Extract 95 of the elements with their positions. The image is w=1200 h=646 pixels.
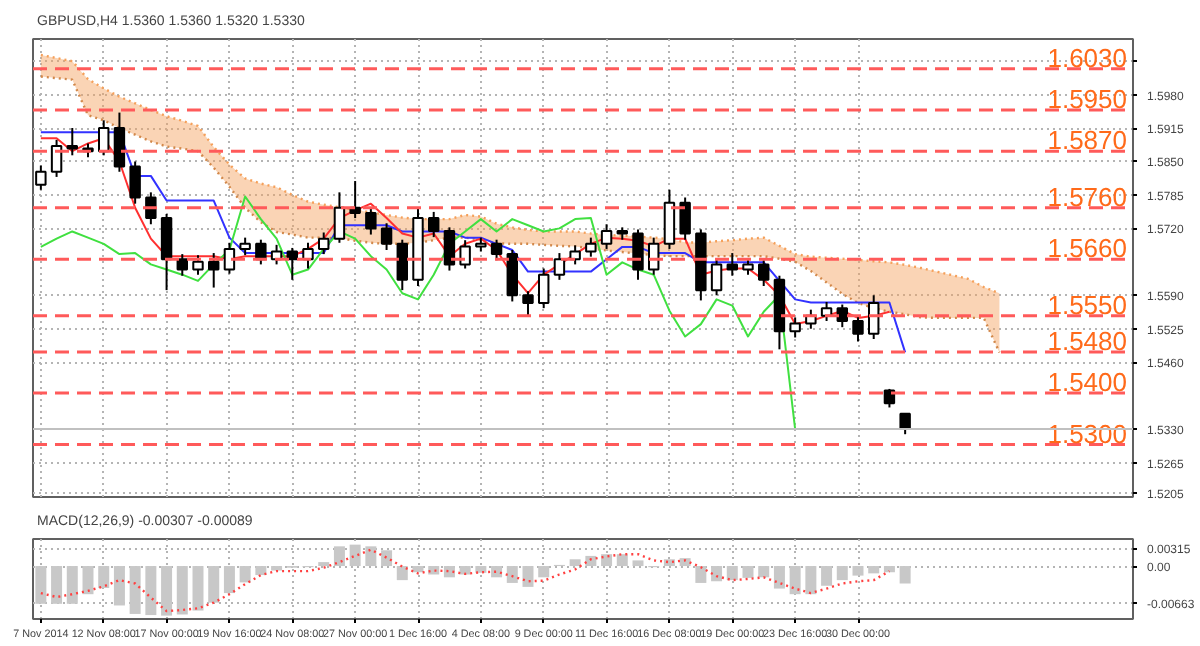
bar xyxy=(412,566,424,573)
candlestick xyxy=(365,207,377,236)
bar xyxy=(113,566,125,606)
bar xyxy=(145,566,157,616)
bar xyxy=(98,566,110,589)
candlestick xyxy=(506,248,518,303)
bar xyxy=(742,566,754,578)
bar xyxy=(789,566,801,595)
candlestick xyxy=(663,188,676,250)
bar xyxy=(129,566,141,614)
bar xyxy=(538,566,550,578)
candlestick xyxy=(710,257,723,297)
bar xyxy=(601,554,613,567)
bar xyxy=(66,566,78,604)
ref-line-label: 1.5950 xyxy=(1047,84,1128,115)
ref-line-label: 1.5760 xyxy=(1047,181,1128,212)
bar xyxy=(711,566,723,582)
bar xyxy=(773,566,785,589)
candlestick xyxy=(66,127,78,157)
bar xyxy=(899,566,911,584)
bar xyxy=(255,566,267,576)
candlestick xyxy=(632,228,644,281)
candlestick xyxy=(113,111,126,173)
candlestick xyxy=(836,303,848,329)
candlestick xyxy=(726,252,738,277)
candlestick xyxy=(679,196,691,241)
bar xyxy=(349,544,361,567)
candlestick xyxy=(758,259,770,288)
candlestick xyxy=(129,160,141,205)
candlestick xyxy=(443,226,456,272)
bar xyxy=(51,566,63,604)
bar xyxy=(208,566,220,603)
bar xyxy=(161,566,173,616)
bar xyxy=(491,566,503,578)
candlestick xyxy=(208,252,220,289)
bar xyxy=(333,546,345,567)
candlestick xyxy=(380,222,393,251)
candlestick xyxy=(428,210,440,239)
bar xyxy=(852,566,864,576)
bar xyxy=(758,566,770,578)
candlestick xyxy=(538,267,550,310)
bar xyxy=(821,566,833,586)
candlestick xyxy=(349,180,361,220)
ref-line-label: 1.6030 xyxy=(1047,42,1128,73)
candlestick xyxy=(522,290,534,318)
bar xyxy=(569,559,581,567)
bar xyxy=(868,566,880,574)
candlestick xyxy=(569,244,581,266)
bar xyxy=(459,566,471,575)
bar xyxy=(616,554,628,567)
candlestick xyxy=(223,241,236,275)
bar xyxy=(522,566,534,587)
candlestick xyxy=(600,223,613,250)
candlestick xyxy=(396,238,408,292)
candlestick xyxy=(318,231,330,256)
bar xyxy=(176,566,188,615)
bar xyxy=(239,566,251,583)
candlestick xyxy=(899,412,911,436)
candlestick xyxy=(789,316,801,339)
ref-line-label: 1.5550 xyxy=(1047,289,1128,320)
bar xyxy=(35,566,47,604)
ref-line-label: 1.5480 xyxy=(1047,325,1128,356)
candlestick xyxy=(255,238,267,266)
candlestick xyxy=(553,252,566,281)
ref-line-label: 1.5660 xyxy=(1047,233,1128,264)
candlestick xyxy=(35,164,47,191)
candlestick xyxy=(459,239,471,270)
candlestick xyxy=(192,254,204,276)
bar xyxy=(223,566,235,594)
bar xyxy=(82,566,94,595)
bar xyxy=(726,566,738,581)
bar xyxy=(396,566,408,581)
candlestick xyxy=(852,315,864,343)
ref-line-label: 1.5400 xyxy=(1047,367,1128,398)
candlestick xyxy=(585,236,597,258)
bar xyxy=(381,550,393,567)
candlestick xyxy=(333,191,346,244)
bar xyxy=(695,566,707,583)
line-series xyxy=(39,548,891,613)
bar xyxy=(365,546,377,567)
bar xyxy=(192,566,204,611)
candlestick xyxy=(176,253,188,277)
bar xyxy=(883,566,895,573)
line-series xyxy=(39,195,797,431)
candlestick xyxy=(490,238,503,262)
ref-line-label: 1.5870 xyxy=(1047,125,1128,156)
bar xyxy=(506,566,518,583)
bar xyxy=(632,560,644,567)
bar xyxy=(805,566,817,595)
line-series xyxy=(39,53,1001,295)
candlestick xyxy=(160,212,173,292)
bar xyxy=(443,566,455,578)
bar xyxy=(836,566,848,581)
candlestick xyxy=(302,241,314,270)
candlestick xyxy=(50,138,63,178)
